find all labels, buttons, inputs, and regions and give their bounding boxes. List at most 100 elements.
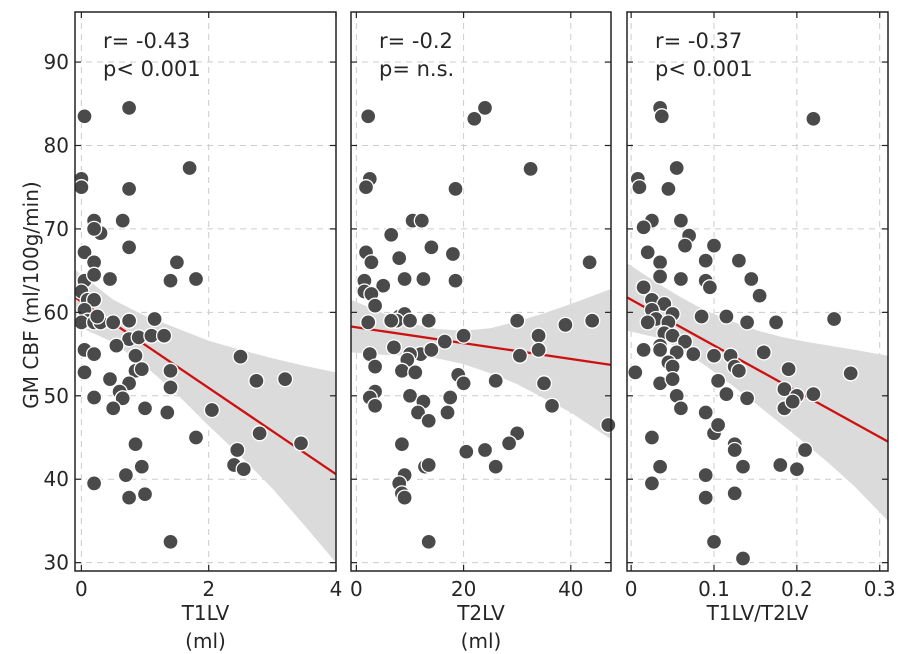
data-point [375,277,392,294]
data-point [780,360,797,378]
data-point [393,436,411,453]
correlation-r-label: r= -0.43 [103,29,190,53]
data-point [825,310,843,328]
data-point [363,254,380,271]
data-point [133,458,150,475]
data-point [455,327,472,344]
data-point [89,308,106,325]
data-point [701,279,719,296]
data-point [85,291,103,308]
y-tick-label: 30 [44,551,69,575]
data-point [718,308,735,325]
plot-frame [74,11,337,572]
data-point [162,272,179,289]
data-point [651,458,669,475]
data-point [458,443,475,460]
data-point [509,312,526,329]
data-point [672,212,690,229]
data-point [105,400,122,417]
data-point [423,239,440,256]
data-point [476,441,494,459]
data-point [651,268,669,285]
data-point [635,341,652,359]
data-point [159,404,176,421]
x-axis-unit: (ml) [461,629,502,653]
data-point [360,108,377,125]
data-point [697,252,714,269]
y-tick-label: 80 [44,133,69,157]
data-point [101,270,119,288]
confidence-band [627,263,888,521]
data-point [385,339,403,356]
data-point [117,466,135,484]
y-tick-label: 40 [44,467,69,491]
axis-ticks: 0 20 40 [350,12,611,601]
data-point [767,314,785,331]
data-point [584,312,601,329]
data-point [668,159,685,177]
data-point [187,270,205,288]
data-point [734,550,752,567]
data-point [120,99,138,117]
data-point [76,108,93,125]
panel-t2lv: 0 20 40 r= -0.2 p= n.s. T2LV (ml) [350,11,617,653]
data-point [788,461,806,478]
data-point [85,345,103,363]
confidence-band [351,289,611,440]
regression-fit [350,325,612,367]
data-point [557,316,574,334]
data-point [487,372,504,389]
data-point [420,456,437,474]
data-point [120,312,138,329]
confidence-band-area [627,263,888,521]
grid [351,12,611,571]
data-point [664,370,681,388]
data-point [805,385,822,403]
p-value-label: p= n.s. [379,57,454,81]
correlation-r-label: r= -0.2 [379,29,453,53]
y-axis-title: GM CBF (ml/100g/min) [19,181,43,408]
data-points [73,99,310,550]
data-point [127,347,144,364]
data-point [730,252,748,269]
data-point [444,245,462,263]
data-point [76,364,93,381]
data-point [581,254,598,271]
x-axis-title: T2LV [456,601,505,625]
data-point [407,364,424,381]
x-tick-label: 0 [625,577,638,601]
data-point [635,219,652,236]
data-point [76,244,93,261]
axis-ticks: 0 2 4 30 40 50 60 70 80 90 [44,12,343,601]
data-point [730,362,748,379]
data-point [136,486,154,503]
x-tick-label: 0.1 [698,577,730,601]
x-tick-label: 2 [202,577,215,601]
data-point [420,533,437,550]
data-point [535,375,553,392]
x-tick-label: 4 [330,577,343,601]
data-point [447,272,464,289]
data-point [276,370,294,388]
data-point [627,364,644,381]
data-point [672,400,690,417]
y-tick-label: 60 [44,300,69,324]
data-point [772,456,789,474]
data-point [391,249,408,267]
data-point [447,180,464,198]
data-point [146,310,163,328]
data-point [726,441,743,459]
data-point [672,270,690,288]
data-points [356,99,617,550]
data-point [401,387,419,404]
data-point [776,380,793,398]
axis-ticks: 0 0.1 0.2 0.3 [625,12,896,601]
data-point [85,220,103,238]
data-point [162,362,179,379]
x-axis-title: T1LV/T2LV [706,601,809,625]
data-point [709,372,727,389]
data-point [396,270,413,288]
data-point [631,179,648,196]
data-point [423,341,440,359]
